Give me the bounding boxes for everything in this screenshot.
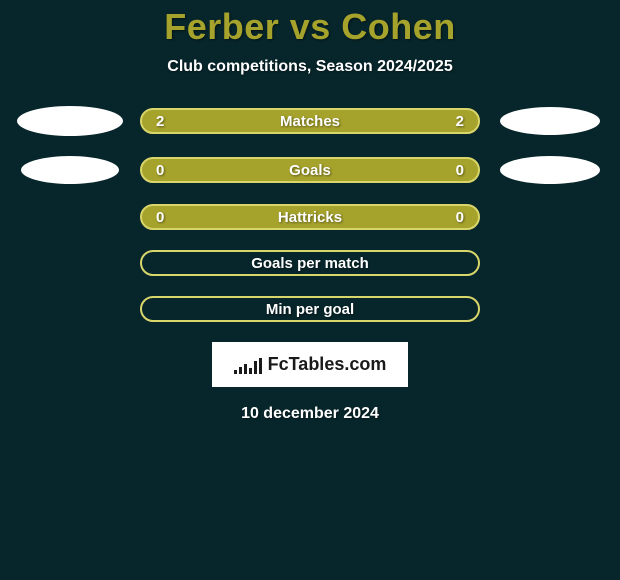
stat-row: 0Goals0 (0, 156, 620, 184)
player-badge-right (500, 107, 600, 135)
stat-value-right: 0 (456, 162, 464, 179)
player-badge-left (21, 156, 119, 184)
stat-label: Hattricks (142, 209, 478, 226)
stat-label: Goals (142, 162, 478, 179)
stat-label: Goals per match (142, 255, 478, 272)
player-badge-left (17, 106, 123, 136)
stat-value-left: 2 (156, 113, 164, 130)
stat-pill: 2Matches2 (140, 108, 480, 134)
stat-value-left: 0 (156, 162, 164, 179)
stat-value-right: 2 (456, 113, 464, 130)
stat-row: 0Hattricks0 (0, 204, 620, 230)
logo-bars-icon (234, 356, 262, 374)
subtitle: Club competitions, Season 2024/2025 (167, 58, 452, 76)
source-logo: FcTables.com (212, 342, 409, 387)
stat-row: Min per goal (0, 296, 620, 322)
date-label: 10 december 2024 (241, 405, 379, 423)
comparison-card: Ferber vs Cohen Club competitions, Seaso… (0, 0, 620, 580)
right-badge-slot (480, 107, 620, 135)
stat-value-right: 0 (456, 209, 464, 226)
stat-rows: 2Matches20Goals00Hattricks0Goals per mat… (0, 106, 620, 322)
stat-pill: Min per goal (140, 296, 480, 322)
left-badge-slot (0, 156, 140, 184)
page-title: Ferber vs Cohen (164, 6, 456, 48)
stat-pill: 0Goals0 (140, 157, 480, 183)
logo-text: FcTables.com (268, 354, 387, 375)
left-badge-slot (0, 106, 140, 136)
stat-pill: Goals per match (140, 250, 480, 276)
right-badge-slot (480, 156, 620, 184)
stat-label: Min per goal (142, 301, 478, 318)
stat-label: Matches (142, 113, 478, 130)
stat-row: Goals per match (0, 250, 620, 276)
player-badge-right (500, 156, 600, 184)
stat-pill: 0Hattricks0 (140, 204, 480, 230)
stat-row: 2Matches2 (0, 106, 620, 136)
stat-value-left: 0 (156, 209, 164, 226)
